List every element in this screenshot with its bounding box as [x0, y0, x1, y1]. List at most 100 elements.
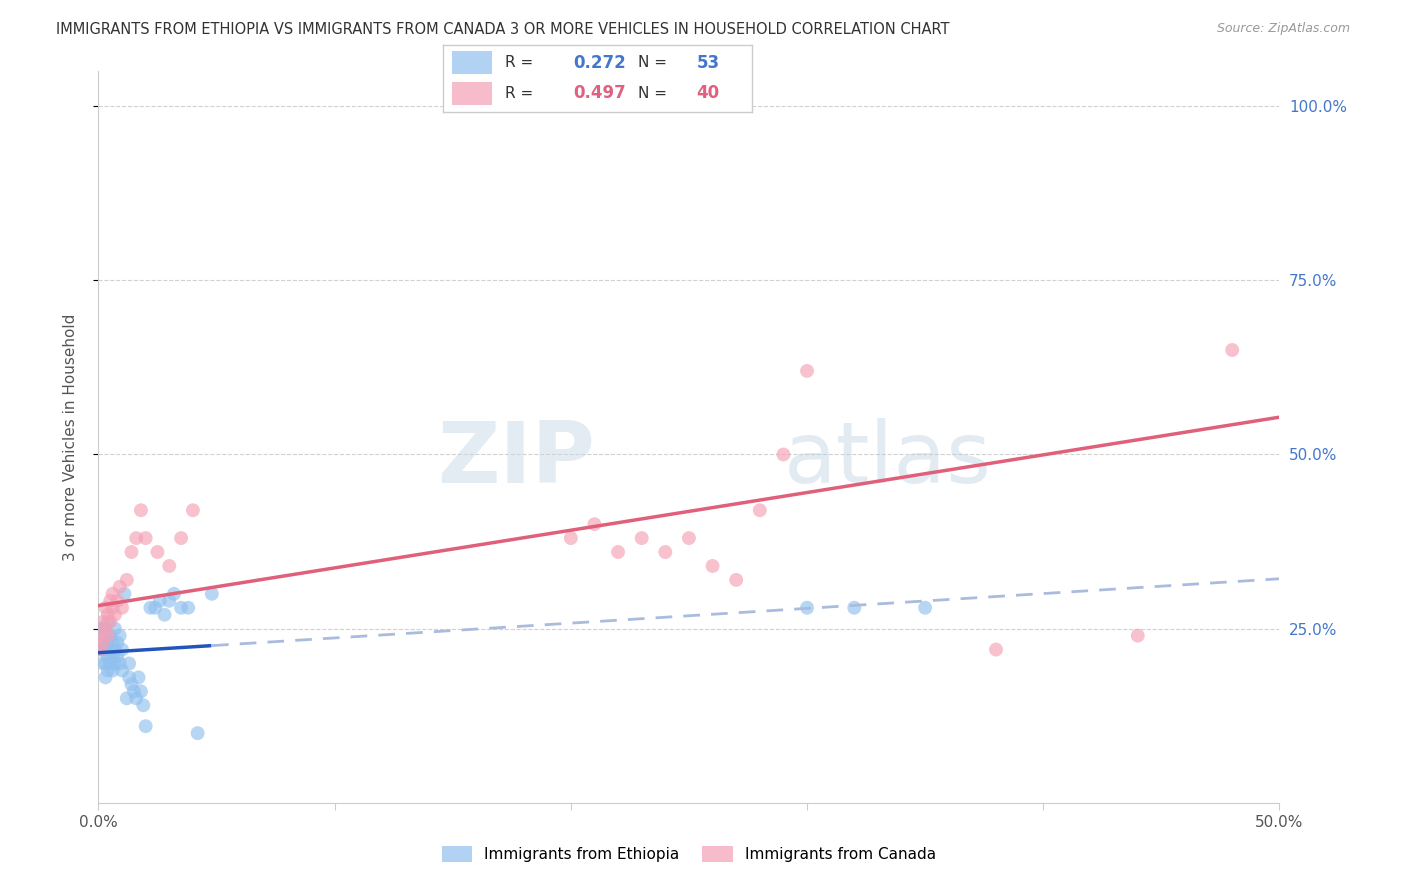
Point — [105, 594, 128, 608]
Point — [90, 629, 112, 643]
Point — [153, 607, 176, 622]
Point — [94, 600, 117, 615]
Point — [98, 642, 121, 657]
Point — [125, 531, 148, 545]
Point — [111, 600, 134, 615]
Point — [583, 517, 606, 532]
Point — [94, 657, 117, 671]
Text: R =: R = — [505, 55, 538, 70]
Point — [170, 531, 193, 545]
Point — [654, 545, 676, 559]
Point — [101, 649, 124, 664]
Point — [187, 726, 209, 740]
Point — [91, 615, 114, 629]
Point — [101, 664, 124, 678]
Text: Source: ZipAtlas.com: Source: ZipAtlas.com — [1216, 22, 1350, 36]
Point — [104, 607, 127, 622]
Point — [108, 657, 131, 671]
Point — [112, 587, 135, 601]
Point — [97, 629, 120, 643]
Point — [91, 657, 114, 671]
Point — [177, 600, 200, 615]
Point — [115, 573, 138, 587]
Text: 53: 53 — [696, 54, 720, 71]
Text: N =: N = — [638, 86, 672, 101]
Text: 40: 40 — [696, 85, 720, 103]
Point — [94, 622, 117, 636]
Point — [146, 545, 169, 559]
Point — [796, 600, 818, 615]
Point — [630, 531, 652, 545]
Text: atlas: atlas — [783, 417, 991, 500]
Point — [748, 503, 770, 517]
Point — [94, 670, 117, 684]
Point — [97, 607, 120, 622]
Point — [104, 657, 127, 671]
Point — [91, 622, 114, 636]
Text: ZIP: ZIP — [437, 417, 595, 500]
Text: R =: R = — [505, 86, 538, 101]
Point — [135, 531, 157, 545]
Point — [97, 615, 120, 629]
Point — [115, 691, 138, 706]
Point — [143, 600, 166, 615]
Point — [607, 545, 630, 559]
Point — [984, 642, 1007, 657]
Point — [108, 629, 131, 643]
Text: IMMIGRANTS FROM ETHIOPIA VS IMMIGRANTS FROM CANADA 3 OR MORE VEHICLES IN HOUSEHO: IMMIGRANTS FROM ETHIOPIA VS IMMIGRANTS F… — [56, 22, 949, 37]
Point — [111, 642, 134, 657]
Point — [90, 642, 112, 657]
Point — [157, 558, 180, 573]
Point — [101, 635, 124, 649]
Point — [94, 642, 117, 657]
Point — [97, 635, 120, 649]
Point — [128, 670, 150, 684]
Y-axis label: 3 or more Vehicles in Household: 3 or more Vehicles in Household — [63, 313, 77, 561]
Legend: Immigrants from Ethiopia, Immigrants from Canada: Immigrants from Ethiopia, Immigrants fro… — [436, 840, 942, 868]
Point — [101, 600, 124, 615]
Point — [118, 670, 141, 684]
Point — [201, 587, 224, 601]
Point — [725, 573, 748, 587]
Point — [108, 580, 131, 594]
FancyBboxPatch shape — [453, 82, 492, 104]
Point — [94, 629, 117, 643]
Point — [181, 503, 204, 517]
Point — [98, 594, 121, 608]
Text: 0.272: 0.272 — [572, 54, 626, 71]
Point — [91, 635, 114, 649]
Point — [105, 649, 128, 664]
Point — [560, 531, 582, 545]
Point — [678, 531, 700, 545]
Point — [97, 649, 120, 664]
FancyBboxPatch shape — [453, 51, 492, 74]
Point — [122, 684, 145, 698]
Point — [157, 594, 180, 608]
Point — [139, 600, 162, 615]
Point — [914, 600, 936, 615]
Text: 0.497: 0.497 — [572, 85, 626, 103]
Point — [90, 622, 112, 636]
Point — [135, 719, 157, 733]
Point — [772, 448, 794, 462]
Point — [121, 545, 143, 559]
Point — [98, 629, 121, 643]
Point — [1126, 629, 1149, 643]
Point — [1220, 343, 1243, 357]
Point — [104, 642, 127, 657]
Point — [702, 558, 724, 573]
Point — [118, 657, 141, 671]
Point — [844, 600, 866, 615]
Point — [796, 364, 818, 378]
Point — [105, 635, 128, 649]
Point — [90, 642, 112, 657]
Point — [98, 615, 121, 629]
Point — [125, 691, 148, 706]
Point — [129, 684, 152, 698]
Point — [170, 600, 193, 615]
Point — [129, 503, 152, 517]
Text: N =: N = — [638, 55, 672, 70]
Point — [132, 698, 155, 713]
Point — [111, 664, 134, 678]
Point — [104, 622, 127, 636]
